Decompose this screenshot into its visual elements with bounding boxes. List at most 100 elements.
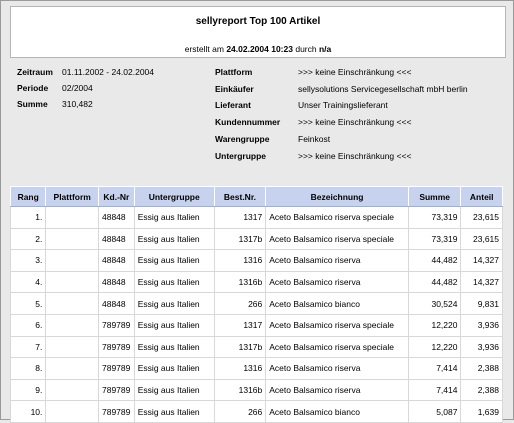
cell-summe: 44,482	[407, 270, 462, 294]
cell-bezeichnung: Aceto Balsamico riserva	[265, 270, 409, 294]
column-header-summe[interactable]: Summe	[407, 186, 462, 207]
cell-rang: 6.	[9, 313, 47, 337]
cell-bezeichnung: Aceto Balsamico riserva speciale	[265, 313, 409, 337]
cell-summe: 12,220	[407, 313, 462, 337]
cell-bezeichnung: Aceto Balsamico riserva speciale	[265, 206, 409, 229]
cell-bestnr: 1316b	[213, 378, 267, 402]
cell-kdnr: 789789	[97, 357, 135, 380]
cell-untergruppe: Essig aus Italien	[133, 206, 215, 229]
cell-plattform	[45, 335, 99, 359]
cell-anteil: 3,936	[460, 313, 503, 337]
meta-value: >>> keine Einschränkung <<<	[298, 117, 412, 127]
table-row[interactable]: 3. 48848 Essig aus Italien 1316 Aceto Balsam…	[9, 249, 503, 272]
column-header-untergruppe[interactable]: Untergruppe	[133, 186, 215, 207]
cell-kdnr: 789789	[97, 335, 135, 359]
cell-kdnr: 48848	[97, 292, 135, 315]
column-header-rang[interactable]: Rang	[9, 186, 47, 207]
cell-bezeichnung: Aceto Balsamico bianco	[265, 400, 409, 423]
cell-summe: 7,414	[407, 378, 462, 402]
column-header-bezeichnung[interactable]: Bezeichnung	[265, 186, 409, 207]
table-header-row: Rang Plattform Kd.-Nr Untergruppe Best.N…	[9, 186, 503, 207]
cell-rang: 9.	[9, 378, 47, 402]
cell-plattform	[45, 357, 99, 380]
meta-label: Einkäufer	[215, 84, 254, 94]
cell-bezeichnung: Aceto Balsamico riserva speciale	[265, 227, 409, 251]
cell-untergruppe: Essig aus Italien	[133, 313, 215, 337]
table-row[interactable]: 2. 48848 Essig aus Italien 1317b Aceto Balsa…	[9, 227, 503, 251]
cell-untergruppe: Essig aus Italien	[133, 357, 215, 380]
column-header-plattform[interactable]: Plattform	[45, 186, 99, 207]
report-header: sellyreport Top 100 Artikel erstellt am …	[10, 6, 506, 58]
cell-bestnr: 266	[213, 292, 267, 315]
column-header-anteil[interactable]: Anteil	[460, 186, 503, 207]
table-row[interactable]: 9. 789789 Essig aus Italien 1316b Aceto Bals…	[9, 378, 503, 402]
cell-summe: 44,482	[407, 249, 462, 272]
cell-anteil: 14,327	[460, 270, 503, 294]
cell-summe: 73,319	[407, 206, 462, 229]
cell-rang: 5.	[9, 292, 47, 315]
column-header-bestnr[interactable]: Best.Nr.	[213, 186, 267, 207]
meta-value: 01.11.2002 - 24.02.2004	[62, 67, 155, 77]
cell-kdnr: 789789	[97, 400, 135, 423]
cell-anteil: 23,615	[460, 227, 503, 251]
cell-plattform	[45, 400, 99, 423]
column-header-kdnr[interactable]: Kd.-Nr	[97, 186, 135, 207]
cell-rang: 4.	[9, 270, 47, 294]
cell-anteil: 9,831	[460, 292, 503, 315]
top-articles-table: Rang Plattform Kd.-Nr Untergruppe Best.N…	[9, 186, 503, 423]
table-row[interactable]: 1. 48848 Essig aus Italien 1317 Aceto Balsam…	[9, 206, 503, 229]
cell-plattform	[45, 292, 99, 315]
cell-untergruppe: Essig aus Italien	[133, 270, 215, 294]
cell-bezeichnung: Aceto Balsamico bianco	[265, 292, 409, 315]
cell-anteil: 1,639	[460, 400, 503, 423]
meta-label: Warengruppe	[215, 134, 270, 144]
cell-bestnr: 1317b	[213, 335, 267, 359]
meta-label: Zeitraum	[17, 67, 53, 77]
cell-plattform	[45, 378, 99, 402]
cell-bezeichnung: Aceto Balsamico riserva	[265, 249, 409, 272]
table-row[interactable]: 7. 789789 Essig aus Italien 1317b Aceto Bals…	[9, 335, 503, 359]
cell-kdnr: 48848	[97, 227, 135, 251]
meta-label: Periode	[17, 83, 49, 93]
meta-value: 02/2004	[62, 83, 93, 93]
cell-summe: 73,319	[407, 227, 462, 251]
cell-anteil: 14,327	[460, 249, 503, 272]
cell-plattform	[45, 313, 99, 337]
table-row[interactable]: 6. 789789 Essig aus Italien 1317 Aceto Balsa…	[9, 313, 503, 337]
cell-kdnr: 48848	[97, 206, 135, 229]
cell-bestnr: 1316	[213, 249, 267, 272]
cell-bestnr: 1316	[213, 357, 267, 380]
meta-value: Unser Trainingslieferant	[298, 100, 388, 110]
created-prefix: erstellt am	[184, 44, 224, 54]
cell-summe: 7,414	[407, 357, 462, 380]
cell-rang: 10.	[9, 400, 47, 423]
meta-right: Plattform >>> keine Einschränkung <<< Ei…	[215, 67, 505, 167]
meta-value: sellysolutions Servicegesellschaft mbH b…	[298, 84, 468, 94]
report-created-line: erstellt am 24.02.2004 10:23 durch n/a	[11, 44, 505, 54]
table-body: 1. 48848 Essig aus Italien 1317 Aceto Balsam…	[9, 206, 503, 423]
cell-summe: 30,524	[407, 292, 462, 315]
meta-value: Feinkost	[298, 134, 331, 144]
cell-plattform	[45, 206, 99, 229]
meta-label: Lieferant	[215, 100, 251, 110]
cell-bestnr: 1316b	[213, 270, 267, 294]
cell-rang: 3.	[9, 249, 47, 272]
cell-kdnr: 48848	[97, 249, 135, 272]
cell-bestnr: 266	[213, 400, 267, 423]
meta-value: >>> keine Einschränkung <<<	[298, 151, 412, 161]
cell-rang: 1.	[9, 206, 47, 229]
table-row[interactable]: 8. 789789 Essig aus Italien 1316 Aceto Balsa…	[9, 357, 503, 380]
cell-bezeichnung: Aceto Balsamico riserva speciale	[265, 335, 409, 359]
cell-bestnr: 1317	[213, 313, 267, 337]
table-row[interactable]: 10. 789789 Essig aus Italien 266 Aceto Balsa…	[9, 400, 503, 423]
table-row[interactable]: 4. 48848 Essig aus Italien 1316b Aceto Balsa…	[9, 270, 503, 294]
cell-anteil: 2,388	[460, 378, 503, 402]
meta-value: 310,482	[62, 99, 93, 109]
cell-rang: 7.	[9, 335, 47, 359]
cell-rang: 2.	[9, 227, 47, 251]
cell-untergruppe: Essig aus Italien	[133, 335, 215, 359]
cell-summe: 12,220	[407, 335, 462, 359]
cell-plattform	[45, 270, 99, 294]
table-row[interactable]: 5. 48848 Essig aus Italien 266 Aceto Balsami…	[9, 292, 503, 315]
